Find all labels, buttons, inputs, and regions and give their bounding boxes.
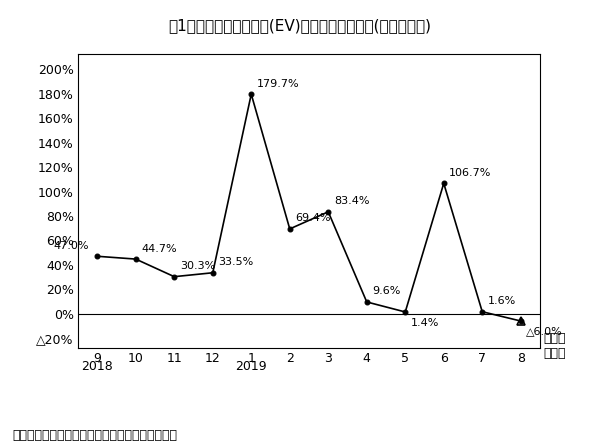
Text: 図1　中国の電気自動車(EV)販売台数の伸び率(前年同月比): 図1 中国の電気自動車(EV)販売台数の伸び率(前年同月比) xyxy=(169,18,431,33)
Text: 179.7%: 179.7% xyxy=(257,78,299,89)
Text: 30.3%: 30.3% xyxy=(180,261,215,271)
Text: 44.7%: 44.7% xyxy=(142,244,177,253)
Text: 69.4%: 69.4% xyxy=(295,213,331,223)
Text: （月）: （月） xyxy=(544,332,566,346)
Text: 106.7%: 106.7% xyxy=(449,168,491,178)
Text: 9.6%: 9.6% xyxy=(373,286,401,297)
Text: （年）: （年） xyxy=(544,347,566,360)
Text: 2018: 2018 xyxy=(82,360,113,373)
Text: 2019: 2019 xyxy=(235,360,267,373)
Text: 47.0%: 47.0% xyxy=(53,241,89,251)
Text: 1.6%: 1.6% xyxy=(488,296,516,306)
Text: 33.5%: 33.5% xyxy=(218,257,254,267)
Text: （出所）中国自動車工業協会のデータを基に作成: （出所）中国自動車工業協会のデータを基に作成 xyxy=(12,429,177,442)
Text: △6.0%: △6.0% xyxy=(526,326,563,337)
Text: 1.4%: 1.4% xyxy=(411,318,439,327)
Text: 83.4%: 83.4% xyxy=(334,196,370,206)
